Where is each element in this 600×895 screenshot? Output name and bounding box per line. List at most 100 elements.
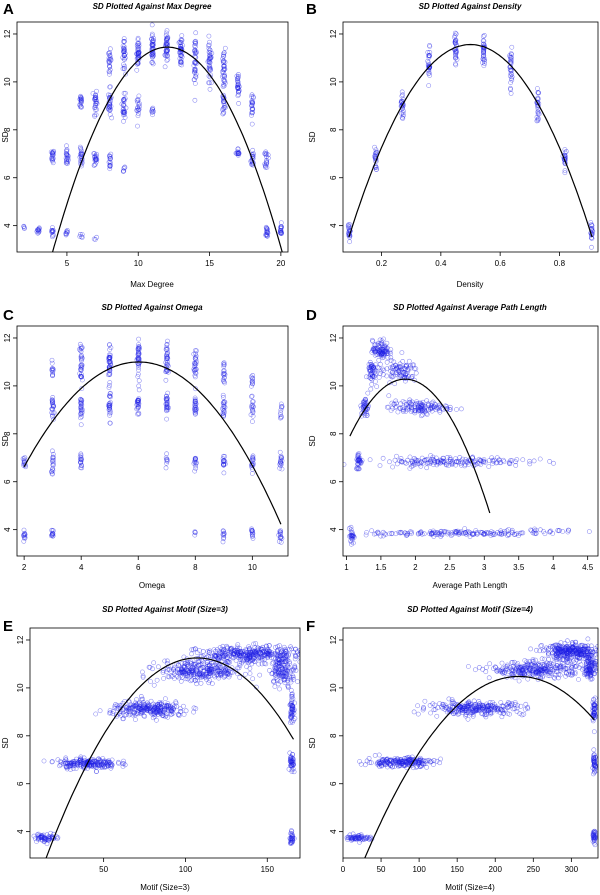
- data-point: [178, 37, 184, 42]
- data-point: [367, 835, 373, 841]
- data-point: [562, 170, 568, 176]
- data-point: [104, 762, 110, 768]
- data-point: [134, 67, 140, 73]
- data-point: [511, 659, 517, 665]
- y-tick-label: 12: [16, 635, 25, 644]
- data-point: [163, 396, 169, 402]
- data-point: [493, 665, 499, 670]
- data-point: [591, 747, 597, 753]
- data-point: [481, 57, 487, 63]
- data-point: [208, 80, 214, 86]
- data-point: [249, 471, 255, 476]
- data-point: [50, 372, 56, 377]
- data-point: [68, 767, 73, 772]
- data-point: [178, 669, 184, 675]
- data-point: [438, 529, 444, 535]
- data-point: [221, 401, 227, 407]
- data-point: [247, 666, 253, 671]
- data-point: [537, 648, 543, 654]
- data-point: [426, 757, 432, 763]
- data-point: [221, 101, 227, 106]
- data-point: [21, 538, 27, 544]
- data-point: [350, 533, 356, 538]
- data-point: [78, 397, 84, 403]
- data-point: [78, 151, 83, 157]
- data-point: [79, 386, 85, 391]
- data-point: [531, 458, 537, 464]
- data-point: [206, 680, 212, 686]
- data-point: [494, 455, 500, 461]
- data-point: [504, 666, 510, 672]
- data-point: [368, 362, 374, 368]
- data-point: [395, 756, 401, 762]
- data-point: [79, 465, 85, 471]
- data-point: [453, 48, 459, 54]
- data-point: [163, 51, 169, 57]
- x-tick-label: 4: [551, 563, 556, 572]
- data-point: [222, 668, 228, 674]
- data-point: [120, 109, 126, 115]
- data-point: [462, 526, 468, 531]
- data-point: [357, 837, 363, 843]
- data-point: [451, 705, 457, 710]
- data-point: [79, 463, 84, 469]
- data-point: [486, 458, 492, 463]
- data-point: [446, 463, 451, 468]
- data-point: [151, 709, 156, 714]
- data-point: [79, 345, 85, 350]
- data-point: [373, 379, 378, 384]
- data-point: [535, 106, 541, 112]
- data-point: [288, 669, 293, 675]
- data-point: [165, 703, 171, 709]
- data-point: [547, 673, 553, 679]
- data-point: [221, 53, 226, 59]
- data-point: [357, 759, 362, 764]
- data-point: [221, 368, 226, 374]
- data-point: [402, 459, 408, 465]
- x-tick-label: 1.5: [375, 563, 387, 572]
- data-point: [208, 55, 214, 60]
- data-point: [533, 663, 539, 669]
- data-point: [266, 643, 272, 648]
- x-tick-label: 4.5: [582, 563, 594, 572]
- data-point: [394, 461, 400, 467]
- data-point: [231, 650, 236, 656]
- data-point: [49, 759, 55, 765]
- data-point: [292, 663, 298, 669]
- data-point: [427, 73, 433, 78]
- data-point: [106, 385, 112, 390]
- data-point: [426, 53, 431, 58]
- data-point: [536, 667, 542, 673]
- data-point: [237, 653, 243, 659]
- data-point: [137, 346, 142, 352]
- data-point: [249, 379, 255, 384]
- data-point: [513, 459, 518, 465]
- data-point: [364, 413, 370, 418]
- data-point: [192, 66, 198, 72]
- data-point: [449, 701, 455, 706]
- data-point: [449, 699, 455, 705]
- data-point: [372, 349, 378, 355]
- data-point: [221, 67, 227, 73]
- data-point: [279, 405, 285, 411]
- data-point: [64, 152, 70, 157]
- data-point: [380, 455, 386, 461]
- data-point: [279, 665, 285, 671]
- data-point: [207, 39, 212, 45]
- data-point: [107, 420, 113, 426]
- data-point: [459, 707, 465, 713]
- data-point: [190, 669, 195, 674]
- scatter-points: [31, 641, 300, 847]
- data-point: [21, 225, 27, 231]
- data-point: [150, 39, 156, 44]
- data-point: [221, 53, 227, 59]
- data-point: [51, 457, 56, 463]
- data-point: [290, 761, 296, 767]
- data-point: [136, 106, 142, 112]
- data-point: [430, 454, 436, 460]
- data-point: [192, 356, 198, 361]
- data-point: [538, 674, 543, 680]
- data-point: [77, 454, 83, 460]
- data-point: [195, 677, 200, 683]
- y-axis-label: SD: [308, 435, 317, 446]
